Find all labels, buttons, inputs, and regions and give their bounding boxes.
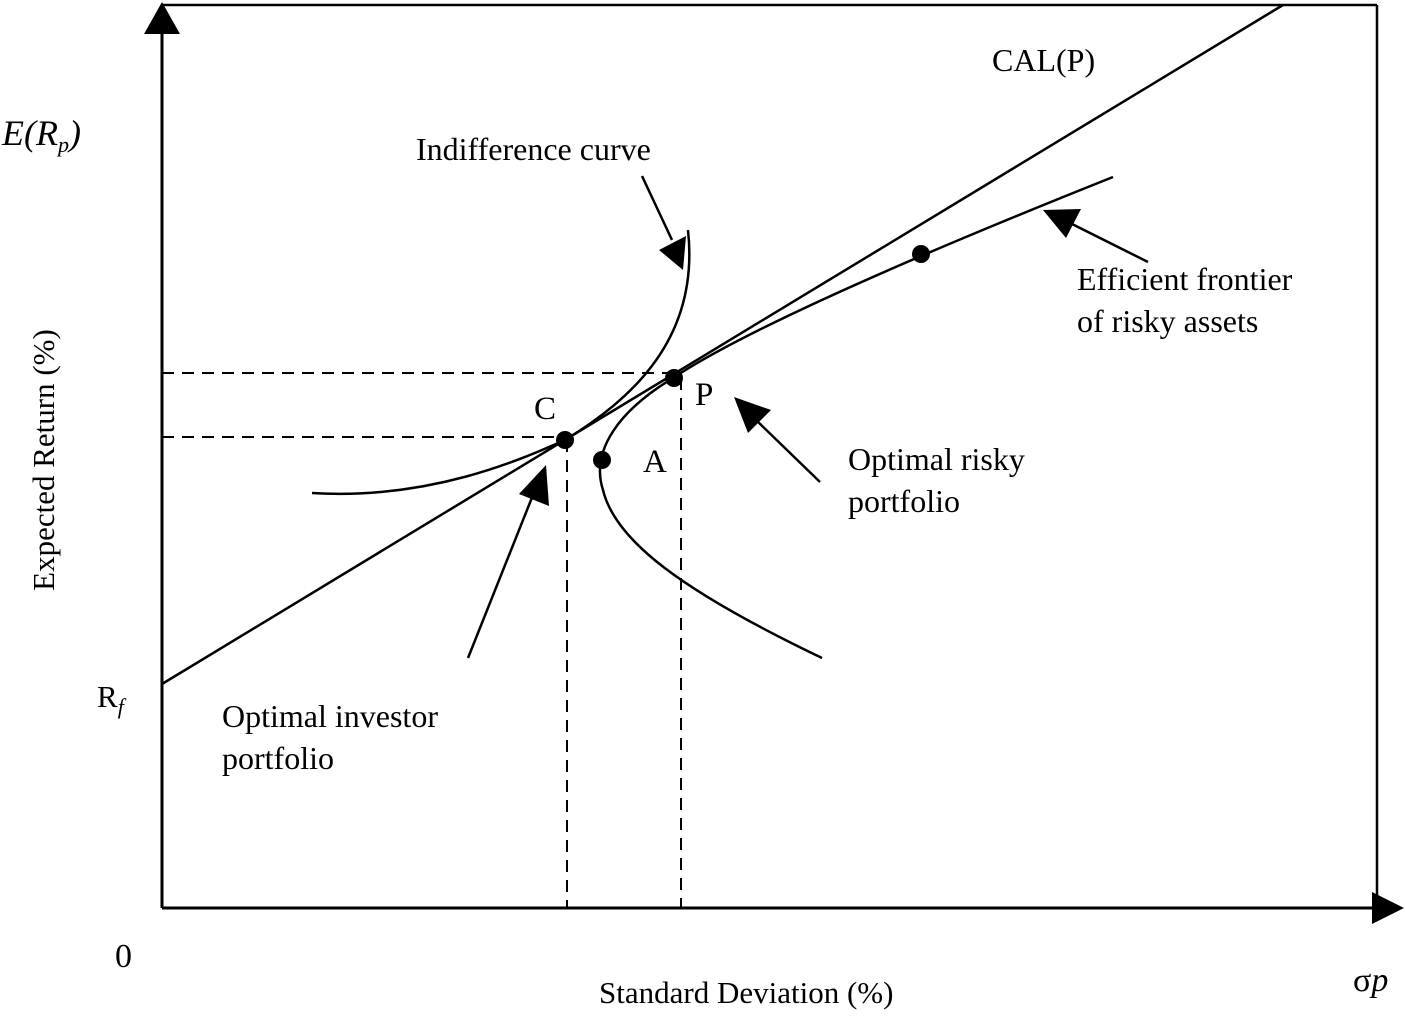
indifference-curve — [311, 229, 691, 496]
point-c-label: C — [534, 391, 557, 427]
cal-line — [161, 3, 1284, 686]
x-axis-symbol: σp — [1353, 962, 1389, 999]
point-p-label: P — [695, 377, 714, 413]
optimal-investor-label: Optimal investor portfolio — [222, 698, 438, 776]
indifference-curve-label: Indifference curve — [416, 131, 651, 167]
indifference-arrow-head — [659, 236, 686, 270]
y-axis-symbol: E(Rp) — [2, 113, 81, 157]
rf-label: Rf — [97, 679, 124, 719]
y-axis-label: Expected Return (%) — [26, 329, 61, 591]
efficient-frontier-label: Efficient frontier of risky assets — [1077, 261, 1293, 339]
x-axis-label: Standard Deviation (%) — [599, 975, 894, 1010]
frontier-dot — [912, 245, 930, 263]
frontier-arrow-head — [1043, 209, 1081, 238]
y-axis-arrow — [144, 2, 180, 34]
cal-label: CAL(P) — [992, 42, 1096, 78]
origin-label: 0 — [115, 938, 132, 975]
risky-arrow-shaft — [755, 419, 821, 483]
point-a-dot — [593, 451, 611, 469]
optimal-risky-label: Optimal risky portfolio — [848, 441, 1025, 519]
investor-arrow-shaft — [466, 494, 535, 659]
point-p-dot — [665, 369, 683, 387]
investor-arrow-head — [519, 465, 549, 506]
risky-arrow-head — [734, 397, 771, 433]
point-a-label: A — [643, 444, 667, 480]
x-axis-arrow — [1372, 892, 1404, 924]
point-c-dot — [556, 431, 574, 449]
efficient-frontier-curve — [598, 175, 1114, 660]
indifference-arrow-shaft — [640, 175, 674, 241]
frontier-arrow-shaft — [1069, 221, 1149, 264]
